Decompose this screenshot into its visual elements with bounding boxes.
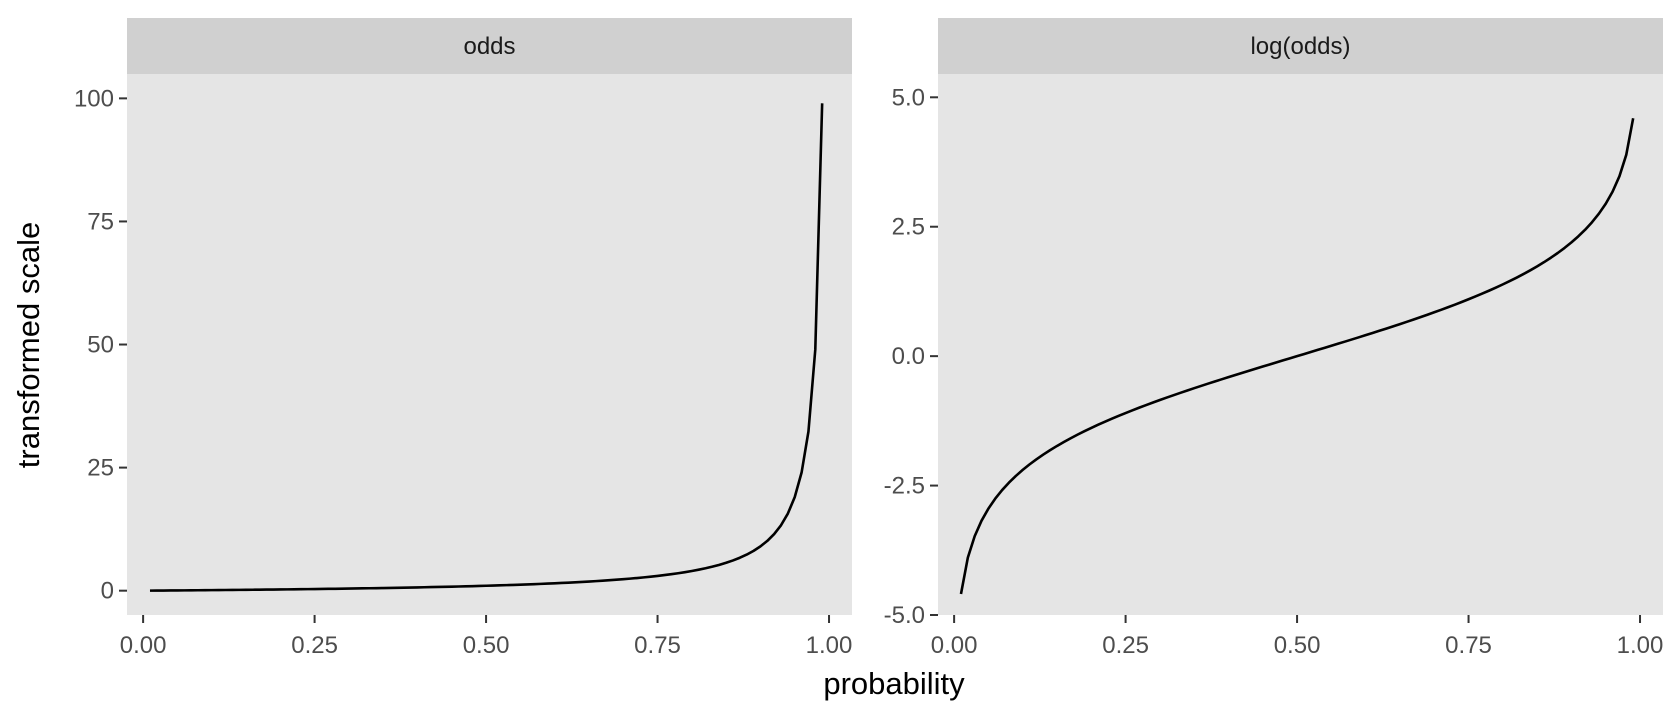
x-tick-label: 0.25 [291,632,338,659]
y-tick-label: 0.0 [892,343,925,370]
facet-panel-odds: odds 0 25 50 75 100 0.00 0.25 0.50 0.75 1.00 [74,18,852,659]
plot-area [127,74,852,615]
y-tick-label: 75 [87,208,114,235]
y-axis-title: transformed scale [11,222,46,468]
y-tick-label: 100 [74,85,114,112]
facet-strip-label: odds [463,33,515,60]
facet-strip [938,18,1663,74]
x-tick-label: 1.00 [806,632,853,659]
facet-strip [127,18,852,74]
x-tick-label: 0.75 [634,632,681,659]
x-tick-label: 0.50 [1274,632,1321,659]
facet-strip-label: log(odds) [1250,33,1350,60]
y-tick-label: 0 [101,578,114,605]
y-tick-label: 2.5 [892,214,925,241]
y-tick-label: -5.0 [884,602,925,629]
facet-panel-log-odds: log(odds) -5.0 -2.5 0.0 2.5 5.0 0.00 0.25 0.50 0.… [884,18,1664,659]
y-tick-label: 5.0 [892,84,925,111]
series-line [149,103,824,592]
x-tick-label: 1.00 [1617,632,1664,659]
x-tick-label: 0.00 [120,632,167,659]
x-tick-label: 0.50 [463,632,510,659]
y-tick-label: 50 [87,332,114,359]
plot-area [938,74,1663,615]
y-tick-label: 25 [87,455,114,482]
x-tick-label: 0.25 [1102,632,1149,659]
x-tick-label: 0.75 [1445,632,1492,659]
series-line [959,118,1635,595]
y-tick-label: -2.5 [884,473,925,500]
x-axis-title: probability [823,666,965,701]
x-tick-label: 0.00 [931,632,978,659]
